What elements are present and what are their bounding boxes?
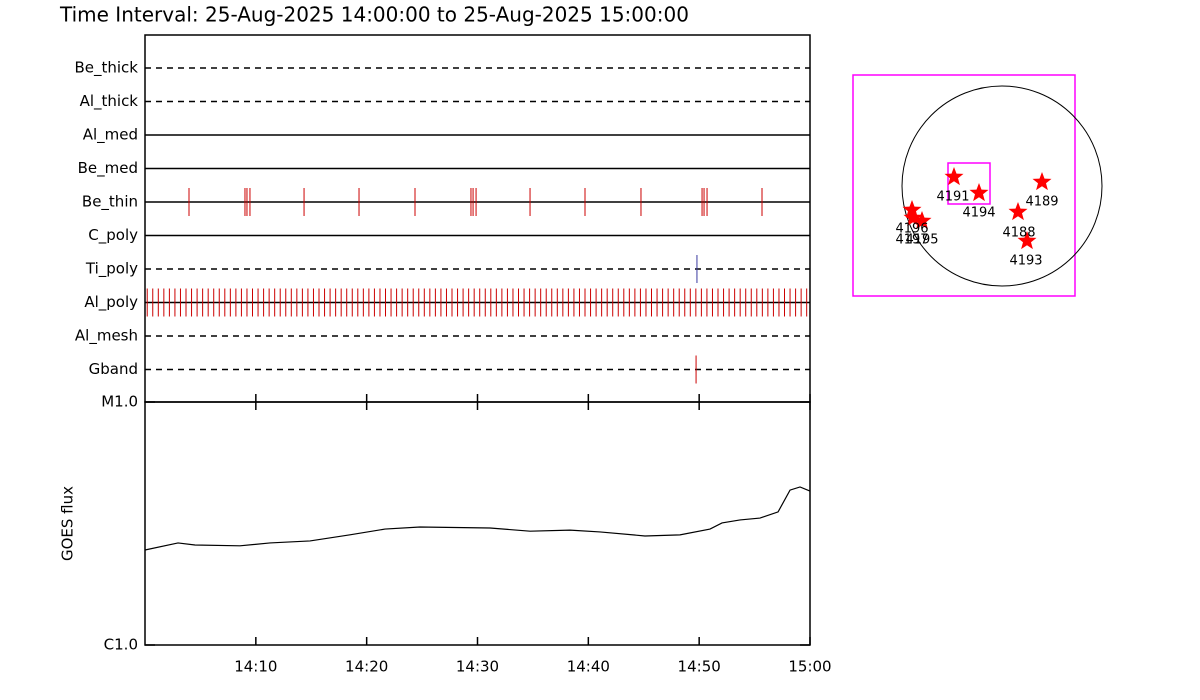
region-star [902, 200, 922, 219]
region-label: 4193 [1009, 254, 1042, 269]
row-label: C_poly [88, 226, 138, 245]
row-label: Be_thin [82, 193, 138, 212]
row-label: Be_med [78, 159, 138, 178]
region-label: 4194 [962, 206, 995, 221]
region-star [1008, 202, 1028, 221]
timeline-frame [144, 34, 811, 403]
row-label: Al_thick [80, 92, 139, 111]
region-star [944, 167, 964, 186]
row-label: Gband [89, 360, 138, 378]
row-label: Ti_poly [85, 260, 138, 279]
region-label: 4196 [895, 222, 928, 237]
region-star [912, 211, 932, 230]
title: Time Interval: 25-Aug-2025 14:00:00 to 2… [59, 3, 689, 27]
region-star [1017, 231, 1037, 250]
region-star [1032, 172, 1052, 191]
x-tick-label: 14:30 [456, 658, 499, 676]
row-label: Al_med [83, 126, 138, 145]
x-tick-label: 14:40 [567, 658, 610, 676]
region-star [969, 183, 989, 202]
row-label: Al_poly [84, 293, 138, 312]
row-label: Be_thick [74, 59, 138, 78]
y-axis-label: GOES flux [59, 486, 77, 561]
x-tick-label: 14:20 [345, 658, 388, 676]
map-frame [852, 74, 1076, 297]
region-label: 4189 [1025, 195, 1058, 210]
region-label: 4195 [905, 233, 938, 248]
x-tick-label: 14:50 [678, 658, 721, 676]
region-star [903, 208, 923, 227]
x-tick-label: 15:00 [788, 658, 831, 676]
y-tick-label: C1.0 [104, 636, 138, 654]
solar-disk [901, 85, 1103, 287]
fov-box [947, 162, 991, 205]
region-label: 4197 [895, 233, 928, 248]
goes-curve [144, 486, 811, 551]
region-label: 4188 [1002, 226, 1035, 241]
y-tick-label: M1.0 [101, 393, 138, 411]
row-label: Al_mesh [75, 327, 138, 346]
region-label: 4191 [936, 190, 969, 205]
x-tick-label: 14:10 [234, 658, 277, 676]
goes-frame [144, 401, 811, 646]
